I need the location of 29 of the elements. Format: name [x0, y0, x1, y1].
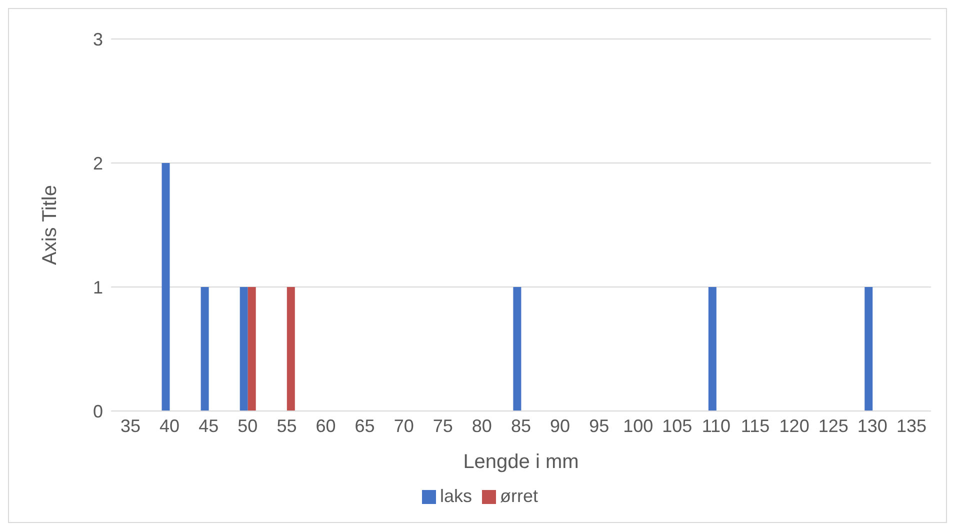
x-tick-label: 120	[779, 416, 810, 436]
x-tick-label: 80	[472, 416, 492, 436]
x-tick-label: 105	[662, 416, 692, 436]
y-tick-label: 1	[92, 277, 103, 298]
legend-label: ørret	[500, 486, 538, 506]
y-tick-label: 2	[92, 153, 103, 174]
x-tick-label: 85	[510, 416, 532, 436]
x-tick-label: 40	[160, 416, 180, 436]
x-axis-title: Lengde i mm	[463, 451, 579, 473]
x-tick-label: 110	[702, 416, 731, 436]
x-tick-label: 95	[589, 416, 610, 436]
legend-label: laks	[440, 486, 472, 506]
y-tick-label: 3	[92, 29, 103, 50]
x-tick-label: 115	[740, 416, 770, 436]
x-tick-label: 130	[857, 416, 888, 436]
x-tick-label: 65	[354, 416, 375, 436]
y-axis-title: Axis Title	[39, 184, 62, 266]
x-tick-label: 45	[198, 416, 219, 436]
x-tick-label: 135	[896, 416, 926, 436]
x-tick-label: 60	[316, 416, 336, 436]
x-tick-label: 125	[818, 416, 848, 436]
y-tick-label: 0	[92, 401, 103, 422]
x-tick-label: 75	[432, 416, 453, 436]
x-tick-label: 50	[238, 416, 258, 436]
x-tick-label: 100	[623, 416, 654, 436]
x-tick-label: 35	[120, 416, 141, 436]
x-tick-label: 55	[276, 416, 297, 436]
x-tick-label: 70	[394, 416, 414, 436]
x-tick-label: 90	[550, 416, 570, 436]
